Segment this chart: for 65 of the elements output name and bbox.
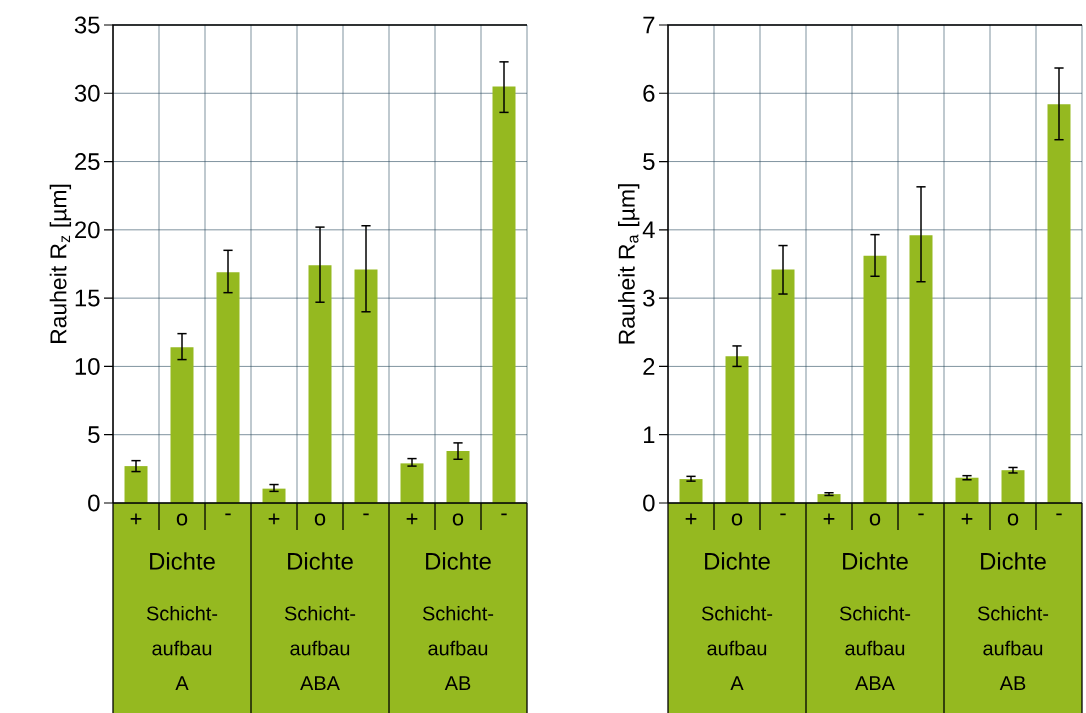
y-tick-label: 25 [75, 153, 100, 171]
bar [679, 479, 703, 503]
y-axis-title: Rauheit R$_{z}$ [µm] [49, 184, 72, 344]
x-tick-label: o [869, 513, 881, 526]
bar [170, 347, 194, 503]
y-tick-label: 0 [88, 494, 100, 512]
x-tick-label: o [176, 513, 188, 526]
x-tick-label: + [961, 513, 973, 525]
y-tick-label: 5 [88, 426, 100, 444]
bar [1047, 104, 1071, 503]
bar [955, 477, 979, 503]
bar [492, 86, 516, 503]
x-tick-label: - [363, 513, 369, 516]
x-tick-label: + [268, 513, 280, 525]
text: Schicht-aufbau AB [422, 605, 494, 691]
x-tick-label: - [1056, 513, 1062, 516]
bar [216, 272, 240, 503]
text: Dichte [150, 552, 215, 570]
y-tick-label: 20 [75, 221, 100, 239]
y-tick-label: 7 [643, 16, 655, 34]
bar [863, 255, 887, 503]
x-tick-label: o [452, 513, 464, 526]
y-tick-label: 15 [75, 289, 100, 307]
x-tick-label: + [406, 513, 418, 525]
text: Schicht-aufbau ABA [839, 605, 911, 691]
y-tick-label: 6 [643, 84, 655, 102]
y-axis-title: Rauheit R$_{a}$ [µm] [617, 184, 640, 344]
text: Schicht-aufbau ABA [284, 605, 356, 691]
y-tick-label: 35 [74, 16, 100, 34]
x-tick-label: + [823, 513, 835, 525]
bar [400, 463, 424, 503]
bar [909, 235, 933, 503]
y-tick-label: 3 [643, 289, 655, 307]
x-tick-label: - [780, 513, 786, 516]
y-tick-label: 4 [642, 221, 655, 239]
x-tick-label: o [314, 513, 326, 526]
bar [354, 269, 378, 503]
x-tick-label: - [225, 513, 231, 516]
y-tick-label: 5 [643, 153, 655, 170]
bar [262, 488, 286, 503]
text: Dichte [981, 552, 1046, 570]
bar [446, 451, 470, 503]
text: Schicht-aufbau AB [977, 605, 1049, 691]
bar [725, 356, 749, 503]
x-tick-label: o [731, 513, 743, 526]
x-tick-label: + [685, 513, 697, 525]
y-tick-label: 2 [643, 358, 655, 375]
bar [308, 265, 332, 503]
y-tick-label: 10 [75, 357, 100, 375]
text: Schicht-aufbau A [146, 605, 218, 691]
text: Dichte [843, 552, 908, 570]
text: Dichte [705, 552, 770, 570]
y-tick-label: 30 [74, 84, 100, 102]
x-tick-label: - [918, 513, 924, 516]
y-tick-label: 0 [643, 494, 655, 512]
text: Dichte [288, 552, 353, 570]
x-tick-label: + [130, 513, 142, 525]
x-tick-label: o [1007, 513, 1019, 526]
y-tick-label: 1 [644, 426, 655, 443]
text: Schicht-aufbau A [701, 605, 773, 691]
x-tick-label: - [501, 513, 507, 516]
text: Dichte [426, 552, 491, 570]
bar [124, 466, 148, 503]
bar [1001, 470, 1025, 503]
bar [771, 269, 795, 503]
